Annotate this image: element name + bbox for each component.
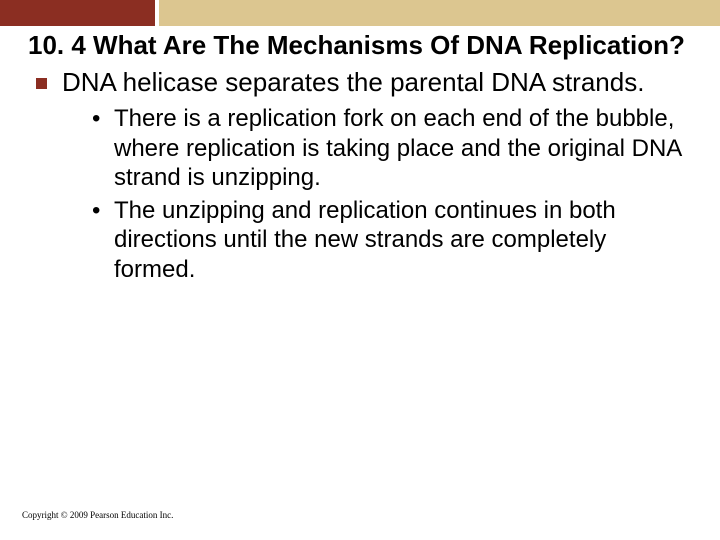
list-item: There is a replication fork on each end …	[92, 104, 692, 192]
header-bar	[0, 0, 720, 26]
list-item-text: DNA helicase separates the parental DNA …	[62, 67, 644, 97]
bullet-list-level1: DNA helicase separates the parental DNA …	[28, 67, 692, 284]
slide-content: 10. 4 What Are The Mechanisms Of DNA Rep…	[0, 26, 720, 284]
list-item: DNA helicase separates the parental DNA …	[36, 67, 692, 284]
list-item-text: The unzipping and replication continues …	[114, 197, 616, 283]
bullet-list-level2: There is a replication fork on each end …	[62, 104, 692, 284]
list-item-text: There is a replication fork on each end …	[114, 105, 681, 191]
copyright-text: Copyright © 2009 Pearson Education Inc.	[22, 510, 173, 520]
list-item: The unzipping and replication continues …	[92, 196, 692, 284]
header-divider	[155, 0, 159, 26]
header-accent-block	[0, 0, 155, 26]
slide-title: 10. 4 What Are The Mechanisms Of DNA Rep…	[28, 30, 692, 61]
